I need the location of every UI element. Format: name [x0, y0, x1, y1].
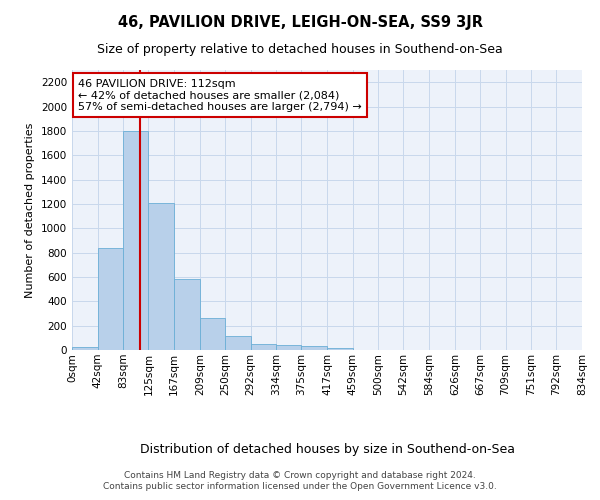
- Bar: [148, 202, 174, 350]
- Text: 46, PAVILION DRIVE, LEIGH-ON-SEA, SS9 3JR: 46, PAVILION DRIVE, LEIGH-ON-SEA, SS9 3J…: [118, 15, 482, 30]
- Bar: [276, 344, 301, 350]
- Text: Distribution of detached houses by size in Southend-on-Sea: Distribution of detached houses by size …: [139, 442, 515, 456]
- Text: Contains public sector information licensed under the Open Government Licence v3: Contains public sector information licen…: [103, 482, 497, 491]
- Bar: [301, 346, 327, 350]
- Bar: [200, 318, 225, 350]
- Bar: [72, 347, 98, 350]
- Bar: [251, 344, 276, 350]
- Text: 46 PAVILION DRIVE: 112sqm
← 42% of detached houses are smaller (2,084)
57% of se: 46 PAVILION DRIVE: 112sqm ← 42% of detac…: [78, 78, 362, 112]
- Bar: [225, 336, 251, 350]
- Text: Contains HM Land Registry data © Crown copyright and database right 2024.: Contains HM Land Registry data © Crown c…: [124, 471, 476, 480]
- Bar: [123, 131, 148, 350]
- Y-axis label: Number of detached properties: Number of detached properties: [25, 122, 35, 298]
- Bar: [174, 279, 200, 350]
- Text: Size of property relative to detached houses in Southend-on-Sea: Size of property relative to detached ho…: [97, 42, 503, 56]
- Bar: [98, 248, 123, 350]
- Bar: [327, 348, 353, 350]
